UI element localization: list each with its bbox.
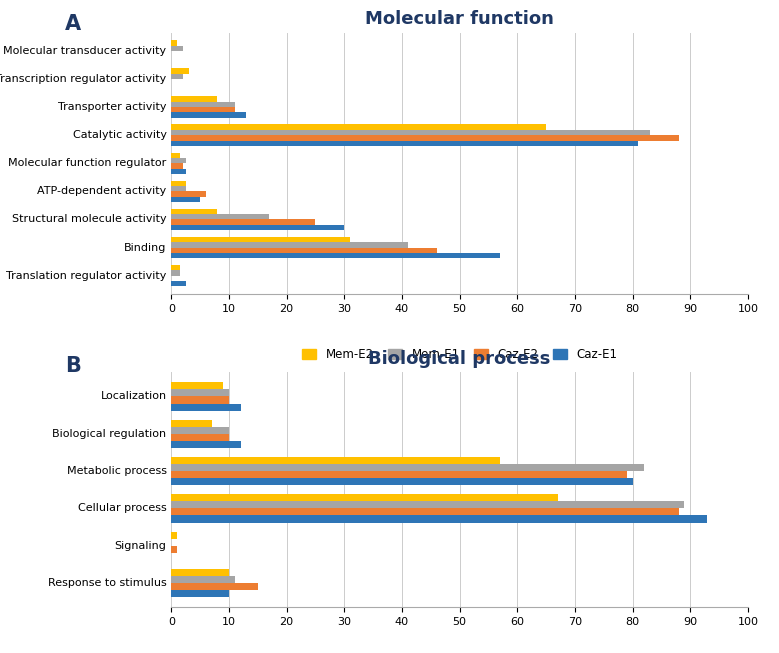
Bar (171, 502, 685, 509)
Title: Molecular function: Molecular function (365, 10, 554, 28)
Bar (171, 270, 180, 276)
Bar (171, 153, 180, 158)
Text: B: B (65, 356, 80, 375)
Bar (171, 515, 707, 522)
Bar (171, 168, 185, 174)
Bar (171, 214, 270, 219)
Bar (171, 181, 185, 186)
Bar (171, 509, 679, 515)
Bar (171, 583, 258, 590)
Bar (171, 464, 644, 471)
Bar (171, 382, 224, 389)
Bar (171, 209, 217, 214)
Bar (171, 140, 638, 146)
Text: A: A (65, 14, 81, 35)
Bar (171, 576, 234, 583)
Bar (171, 130, 650, 135)
Bar (171, 97, 217, 102)
Bar (171, 590, 229, 597)
Bar (171, 546, 177, 553)
Bar (171, 225, 344, 230)
Title: Biological process: Biological process (368, 350, 551, 368)
Bar (171, 396, 229, 404)
Bar (171, 253, 500, 258)
Bar (171, 471, 627, 478)
Bar (171, 135, 679, 140)
Bar (171, 219, 315, 225)
Bar (171, 434, 229, 441)
Bar (171, 237, 350, 242)
Bar (171, 265, 180, 270)
Bar (171, 389, 229, 396)
Bar (171, 112, 246, 118)
Bar (171, 569, 229, 576)
Bar (171, 242, 407, 247)
Bar (171, 281, 185, 286)
Bar (171, 247, 436, 253)
Bar (171, 404, 241, 411)
Bar (171, 40, 177, 46)
Bar (171, 420, 212, 426)
Bar (171, 532, 177, 539)
Bar (171, 426, 229, 434)
Bar (171, 69, 189, 74)
Bar (171, 158, 185, 163)
Bar (171, 191, 206, 197)
Bar (171, 478, 633, 485)
Bar (171, 494, 558, 502)
Legend: Mem-E2, Mem-E1, Caz-E2, Caz-E1: Mem-E2, Mem-E1, Caz-E2, Caz-E1 (302, 348, 617, 361)
Bar (171, 457, 500, 464)
Bar (171, 102, 234, 107)
Bar (171, 125, 546, 130)
Bar (171, 74, 183, 79)
Bar (171, 46, 183, 51)
Bar (171, 197, 200, 202)
Bar (171, 107, 234, 112)
Bar (171, 441, 241, 448)
Bar (171, 186, 185, 191)
Bar (171, 163, 183, 168)
